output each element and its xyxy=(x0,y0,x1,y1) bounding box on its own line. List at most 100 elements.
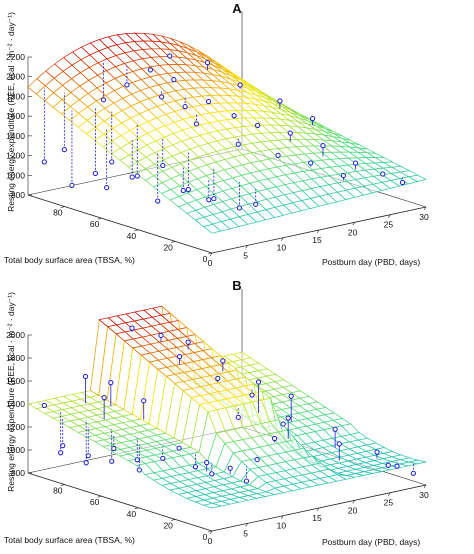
y-tick-mark xyxy=(134,229,139,232)
data-points xyxy=(41,325,416,484)
z-tick-label: 1200 xyxy=(6,151,25,161)
data-point xyxy=(336,441,342,447)
y-tick-mark xyxy=(171,519,176,521)
data-point xyxy=(287,130,293,136)
data-point xyxy=(108,380,114,386)
data-point xyxy=(235,141,241,147)
data-point xyxy=(206,98,212,105)
y-tick-label: 0 xyxy=(203,532,208,542)
data-point xyxy=(129,174,135,180)
data-point xyxy=(237,82,243,88)
data-point xyxy=(215,375,221,381)
y-tick-label: 80 xyxy=(53,486,63,496)
panel-b: B800100012001400160018002000051015202530… xyxy=(4,278,429,547)
x-tick-mark xyxy=(388,214,391,218)
data-point xyxy=(340,172,346,179)
data-point xyxy=(100,97,107,103)
data-point xyxy=(129,325,135,331)
x-axis-title: Postburn day (PBD, days) xyxy=(322,257,420,267)
y-tick-label: 60 xyxy=(90,219,100,229)
data-point xyxy=(82,373,89,380)
x-tick-label: 25 xyxy=(384,498,394,508)
x-tick-mark xyxy=(245,245,248,249)
data-point xyxy=(204,460,210,466)
x-tick-label: 15 xyxy=(312,513,322,523)
data-point xyxy=(275,152,281,158)
z-axis-title: Resting energy expenditure (REE, kcal · … xyxy=(6,12,16,212)
data-point xyxy=(320,143,326,149)
x-tick-mark xyxy=(316,507,320,512)
data-point xyxy=(288,393,294,399)
y-tick-label: 0 xyxy=(203,254,208,264)
data-point xyxy=(410,470,416,476)
x-tick-mark xyxy=(281,515,284,519)
data-point xyxy=(204,59,211,66)
y-tick-label: 20 xyxy=(163,520,173,530)
data-point xyxy=(243,478,250,484)
y-tick-label: 80 xyxy=(53,208,63,218)
data-point xyxy=(111,445,117,452)
data-point xyxy=(353,160,359,166)
x-tick-label: 10 xyxy=(277,243,287,253)
x-tick-label: 20 xyxy=(348,227,358,237)
x-tick-mark xyxy=(245,523,248,527)
y-axis-line xyxy=(27,194,213,254)
y-axis-title: Total body surface area (TBSA, %) xyxy=(4,535,135,545)
data-point xyxy=(185,339,191,345)
x-tick-label: 15 xyxy=(312,235,322,245)
y-tick-mark xyxy=(207,252,213,255)
z-tick-label: 1600 xyxy=(6,376,25,386)
data-point xyxy=(134,173,140,179)
data-point xyxy=(332,426,338,432)
z-tick-label: 1400 xyxy=(6,399,25,409)
panel-label: B xyxy=(232,278,241,293)
x-tick-label: 25 xyxy=(384,220,394,230)
x-tick-mark xyxy=(352,500,355,504)
y-tick-label: 40 xyxy=(127,231,137,241)
data-point xyxy=(272,435,278,442)
data-point xyxy=(83,460,89,466)
data-point xyxy=(193,121,199,127)
z-tick-label: 800 xyxy=(11,468,25,478)
data-point xyxy=(236,205,242,211)
data-point xyxy=(235,414,241,420)
data-point xyxy=(399,179,406,186)
data-point xyxy=(380,171,386,177)
z-tick-label: 1200 xyxy=(6,422,25,432)
data-point xyxy=(136,467,142,473)
data-point xyxy=(104,184,110,191)
x-tick-mark xyxy=(209,252,213,257)
data-point xyxy=(101,394,107,401)
x-tick-mark xyxy=(352,222,355,226)
y-tick-mark xyxy=(97,217,102,220)
data-point xyxy=(155,198,161,204)
surface-mesh xyxy=(27,305,427,509)
data-point xyxy=(192,464,199,470)
data-point xyxy=(124,82,130,88)
data-point xyxy=(249,392,255,398)
y-tick-mark xyxy=(207,530,213,533)
data-point xyxy=(227,465,233,471)
x-tick-label: 30 xyxy=(419,212,429,222)
y-tick-mark xyxy=(97,495,102,498)
data-point xyxy=(374,449,380,455)
data-point xyxy=(310,115,316,122)
x-axis-title: Postburn day (PBD, days) xyxy=(322,537,420,547)
data-point xyxy=(185,186,191,193)
panel-a: A800100012001400160018002000220005101520… xyxy=(4,1,429,268)
data-point xyxy=(134,457,140,463)
data-point xyxy=(109,159,115,165)
z-tick-label: 800 xyxy=(11,190,25,200)
z-tick-label: 2200 xyxy=(6,52,25,62)
data-point xyxy=(160,162,166,169)
z-tick-label: 1600 xyxy=(6,111,25,121)
x-tick-mark xyxy=(209,530,213,535)
z-tick-label: 1400 xyxy=(6,131,25,141)
data-point xyxy=(285,415,291,421)
data-point xyxy=(60,443,66,449)
data-point xyxy=(177,354,183,360)
data-points xyxy=(41,53,406,211)
y-axis-line xyxy=(27,472,213,532)
